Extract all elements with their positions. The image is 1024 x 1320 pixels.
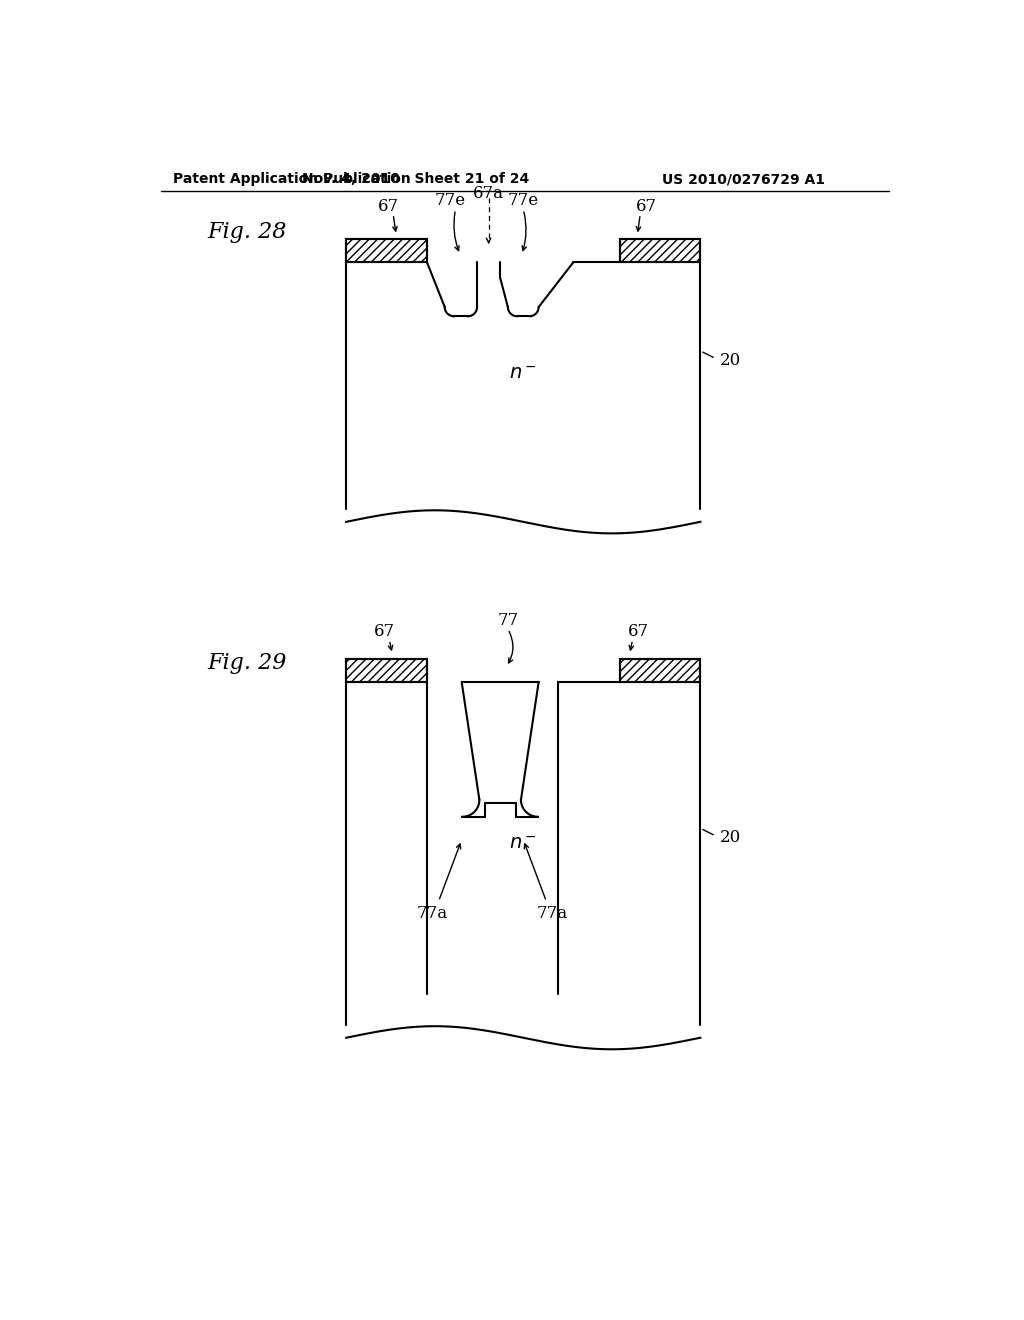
Bar [346,239,427,263]
Text: Fig. 29: Fig. 29 [208,652,287,673]
Bar [620,659,700,682]
Bar [620,239,700,263]
Bar [346,239,427,263]
Text: 20: 20 [720,829,740,846]
Text: 77: 77 [498,612,518,628]
Text: Fig. 28: Fig. 28 [208,220,287,243]
Text: $n^-$: $n^-$ [509,834,538,853]
Bar [346,659,427,682]
Text: US 2010/0276729 A1: US 2010/0276729 A1 [662,172,825,186]
Text: 67: 67 [628,623,649,640]
Text: Nov. 4, 2010   Sheet 21 of 24: Nov. 4, 2010 Sheet 21 of 24 [302,172,529,186]
Bar [620,239,700,263]
Text: 77e: 77e [508,193,539,210]
Text: 67: 67 [374,623,395,640]
Text: 67a: 67a [473,185,504,202]
Text: Patent Application Publication: Patent Application Publication [173,172,411,186]
Bar [346,659,427,682]
Bar [620,659,700,682]
Text: 77e: 77e [434,193,466,210]
Bar [620,239,700,263]
Text: $n^-$: $n^-$ [509,366,538,383]
Text: 77a: 77a [537,904,568,921]
Bar [346,659,427,682]
Text: 67: 67 [378,198,399,215]
Text: 20: 20 [720,351,740,368]
Text: 77a: 77a [417,904,447,921]
Bar [346,239,427,263]
Bar [620,659,700,682]
Text: 67: 67 [636,198,657,215]
